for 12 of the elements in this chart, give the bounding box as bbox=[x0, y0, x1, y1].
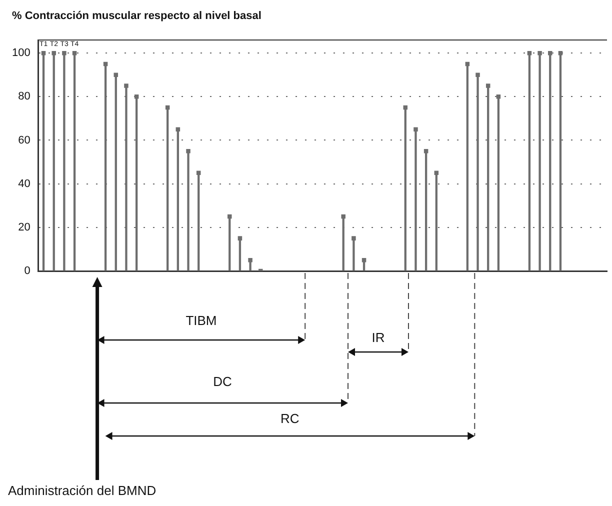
text: TIBM bbox=[186, 313, 217, 328]
y-tick-label: 20 bbox=[18, 221, 30, 234]
text: IR bbox=[372, 330, 385, 345]
text: DC bbox=[213, 374, 232, 389]
y-tick-label: 60 bbox=[18, 134, 30, 146]
y-tick-label: 40 bbox=[18, 178, 30, 190]
y-tick-label: 80 bbox=[18, 90, 30, 103]
y-tick-label: 100 bbox=[12, 47, 30, 60]
text: Administración del BMND bbox=[8, 483, 156, 498]
text: RC bbox=[280, 411, 300, 426]
y-axis-title: % Contracción muscular respecto al nivel basal bbox=[12, 10, 262, 22]
y-tick-label: 0 bbox=[24, 265, 30, 278]
